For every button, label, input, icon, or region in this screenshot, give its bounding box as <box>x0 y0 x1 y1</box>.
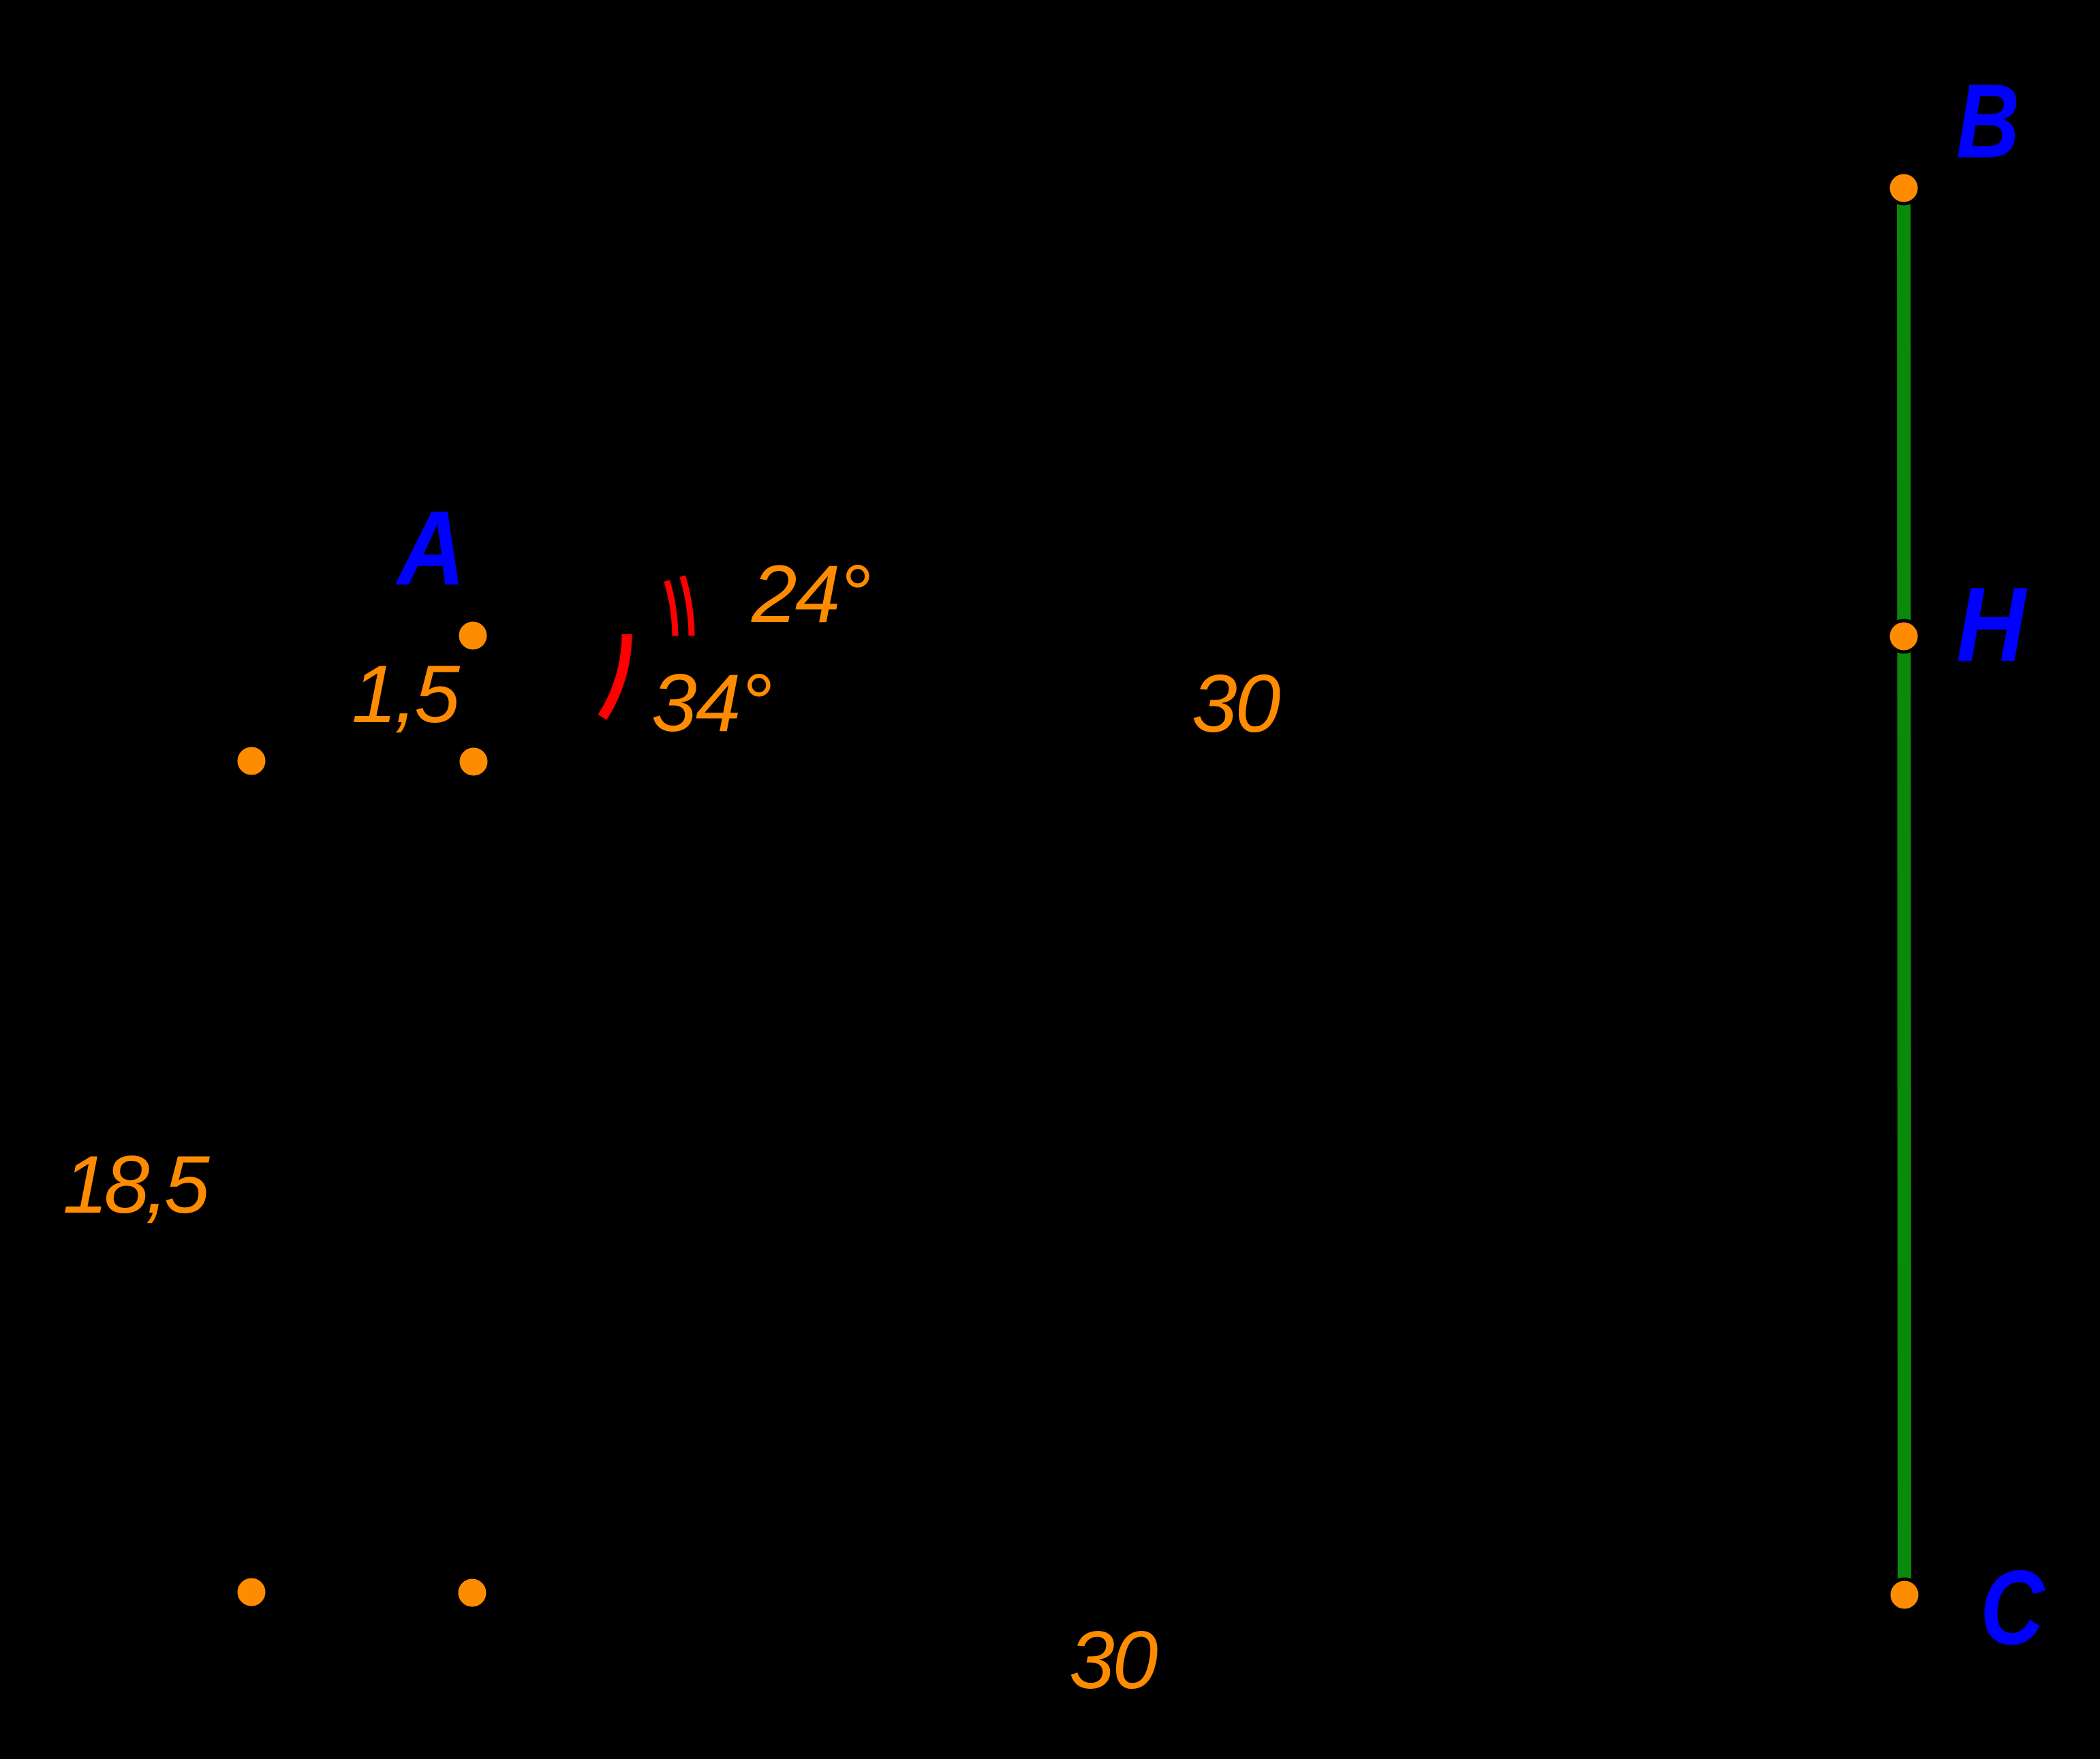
svg-text:18,5: 18,5 <box>63 1139 211 1230</box>
svg-text:B: B <box>1956 62 2020 180</box>
svg-text:30: 30 <box>1069 1615 1158 1706</box>
svg-text:A: A <box>395 489 465 607</box>
svg-text:H: H <box>1956 565 2028 683</box>
svg-text:24°: 24° <box>751 548 869 640</box>
svg-text:34°: 34° <box>651 657 771 749</box>
svg-text:C: C <box>1980 1548 2045 1666</box>
svg-text:1,5: 1,5 <box>352 649 461 740</box>
svg-text:30: 30 <box>1192 658 1280 749</box>
